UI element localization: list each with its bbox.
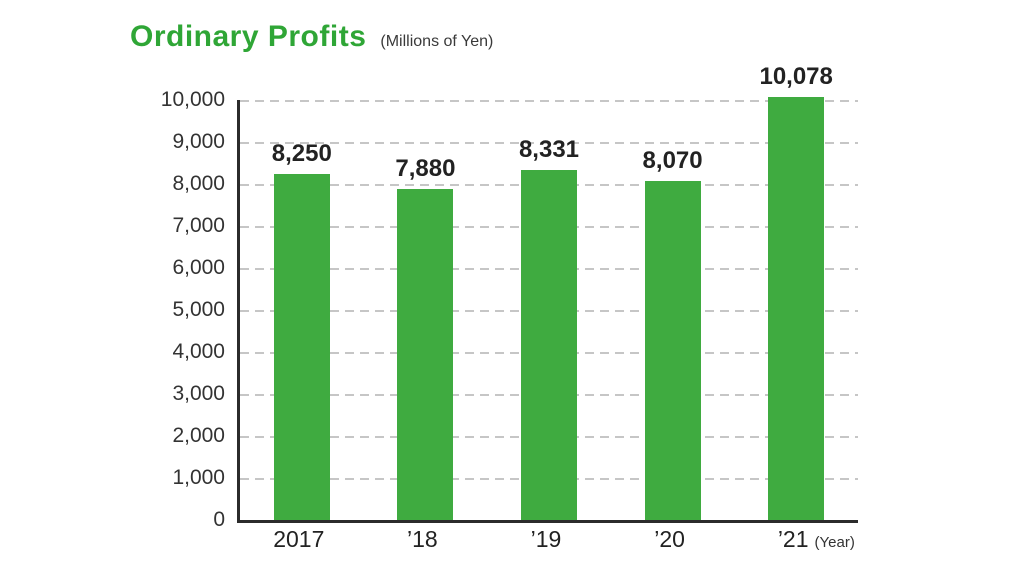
y-tick-label: 2,000 — [172, 424, 225, 447]
plot-area: 8,250 7,880 8,331 8,070 10,078 — [237, 63, 858, 523]
bar-value-label: 8,331 — [518, 136, 580, 164]
x-axis-label: ’18 — [407, 526, 438, 552]
y-tick-label: 8,000 — [172, 172, 225, 195]
bar: 8,331 — [519, 136, 579, 520]
bar: 10,078 — [759, 63, 833, 520]
gridline — [240, 100, 858, 102]
y-tick-label: 3,000 — [172, 382, 225, 405]
x-axis-unit-label: (Year) — [814, 534, 855, 551]
chart-subtitle: (Millions of Yen) — [380, 33, 494, 50]
x-axis-label: 2017 — [273, 526, 325, 552]
bar: 8,250 — [272, 140, 332, 520]
bar: 8,070 — [643, 147, 703, 520]
y-tick-label: 10,000 — [160, 88, 225, 111]
bar-slot: 10,078 — [734, 63, 858, 520]
x-axis-label: ’19 — [530, 526, 562, 552]
y-tick-label: 0 — [213, 508, 225, 531]
gridline — [240, 142, 858, 144]
bar-slot: 8,250 — [240, 100, 364, 520]
chart-title: Ordinary Profits — [130, 20, 367, 53]
bar-slot: 7,880 — [364, 100, 488, 520]
x-axis-label: ’21 (Year) — [777, 526, 855, 552]
bar-slot: 8,070 — [611, 100, 735, 520]
y-tick-label: 4,000 — [172, 340, 225, 363]
y-tick-label: 5,000 — [172, 298, 225, 321]
y-tick-label: 1,000 — [172, 466, 225, 489]
x-axis-label: ’20 — [654, 526, 685, 552]
bar: 7,880 — [395, 155, 455, 520]
bars: 8,250 7,880 8,331 8,070 10,078 — [240, 63, 858, 520]
y-tick-label: 7,000 — [172, 214, 225, 237]
y-tick-label: 6,000 — [172, 256, 225, 279]
bar-slot: 8,331 — [487, 100, 611, 520]
y-axis-labels: 0 1,000 2,000 3,000 4,000 5,000 6,000 7,000 8,00… — [120, 88, 225, 531]
chart-header: Ordinary Profits (Millions of Yen) — [130, 20, 493, 54]
x-axis-labels: 2017 ’18 ’19 ’20 ’21 (Year) — [237, 526, 855, 553]
bar-value-label: 7,880 — [395, 155, 456, 183]
bar-value-label: 8,250 — [271, 139, 332, 167]
bar-value-label: 10,078 — [759, 62, 833, 90]
bar-value-label: 8,070 — [642, 147, 703, 175]
y-tick-label: 9,000 — [172, 130, 225, 153]
